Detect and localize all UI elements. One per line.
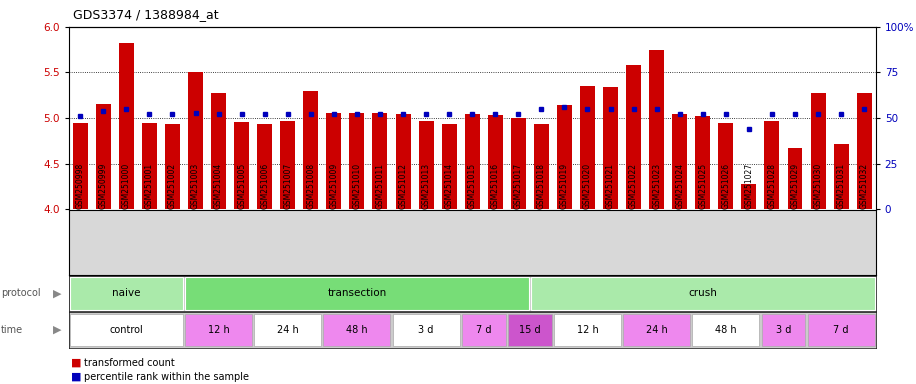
Bar <box>323 314 390 346</box>
Bar <box>603 87 618 209</box>
Text: 12 h: 12 h <box>208 325 229 335</box>
Bar <box>70 277 183 310</box>
Bar <box>649 50 664 209</box>
Text: percentile rank within the sample: percentile rank within the sample <box>84 372 249 382</box>
Bar <box>70 314 183 346</box>
Bar <box>627 65 641 209</box>
Bar <box>741 184 757 209</box>
Bar <box>349 113 365 209</box>
Bar <box>142 122 157 209</box>
Bar <box>165 124 180 209</box>
Bar <box>811 93 825 209</box>
Bar <box>96 104 111 209</box>
Bar <box>462 314 506 346</box>
Bar <box>185 277 529 310</box>
Bar <box>188 73 203 209</box>
Bar <box>554 314 621 346</box>
Bar <box>326 113 342 209</box>
Bar <box>788 148 802 209</box>
Bar <box>508 314 551 346</box>
Text: 7 d: 7 d <box>476 325 492 335</box>
Text: transformed count: transformed count <box>84 358 175 368</box>
Bar <box>531 277 875 310</box>
Text: 3 d: 3 d <box>419 325 434 335</box>
Text: 7 d: 7 d <box>834 325 849 335</box>
Bar <box>487 115 503 209</box>
Text: 48 h: 48 h <box>715 325 736 335</box>
Bar <box>765 121 780 209</box>
Bar <box>557 105 572 209</box>
Bar <box>257 124 272 209</box>
Text: 24 h: 24 h <box>277 325 299 335</box>
Text: 24 h: 24 h <box>646 325 668 335</box>
Bar <box>761 314 805 346</box>
Text: protocol: protocol <box>1 288 40 298</box>
Bar <box>119 43 134 209</box>
Text: naive: naive <box>112 288 140 298</box>
Bar <box>185 314 252 346</box>
Bar <box>692 314 759 346</box>
Text: ▶: ▶ <box>53 288 61 298</box>
Bar <box>580 86 595 209</box>
Bar <box>808 314 875 346</box>
Text: crush: crush <box>688 288 717 298</box>
Bar <box>623 314 690 346</box>
Text: 3 d: 3 d <box>776 325 791 335</box>
Text: 48 h: 48 h <box>346 325 367 335</box>
Text: GDS3374 / 1388984_at: GDS3374 / 1388984_at <box>73 8 219 21</box>
Text: 12 h: 12 h <box>576 325 598 335</box>
Text: transection: transection <box>327 288 387 298</box>
Bar <box>856 93 872 209</box>
Bar <box>672 114 687 209</box>
Bar <box>255 314 322 346</box>
Bar <box>211 93 226 209</box>
Bar <box>718 122 734 209</box>
Bar <box>234 122 249 209</box>
Bar <box>396 114 410 209</box>
Bar <box>393 314 460 346</box>
Text: control: control <box>110 325 143 335</box>
Text: ■: ■ <box>71 358 81 368</box>
Bar <box>511 118 526 209</box>
Bar <box>72 122 88 209</box>
Bar <box>695 116 710 209</box>
Bar <box>419 121 433 209</box>
Text: ■: ■ <box>71 372 81 382</box>
Bar <box>534 124 549 209</box>
Bar <box>280 121 295 209</box>
Text: 15 d: 15 d <box>519 325 540 335</box>
Bar <box>464 114 480 209</box>
Text: ▶: ▶ <box>53 325 61 335</box>
Bar <box>834 144 848 209</box>
Bar <box>442 124 457 209</box>
Text: time: time <box>1 325 23 335</box>
Bar <box>303 91 318 209</box>
Bar <box>373 113 387 209</box>
